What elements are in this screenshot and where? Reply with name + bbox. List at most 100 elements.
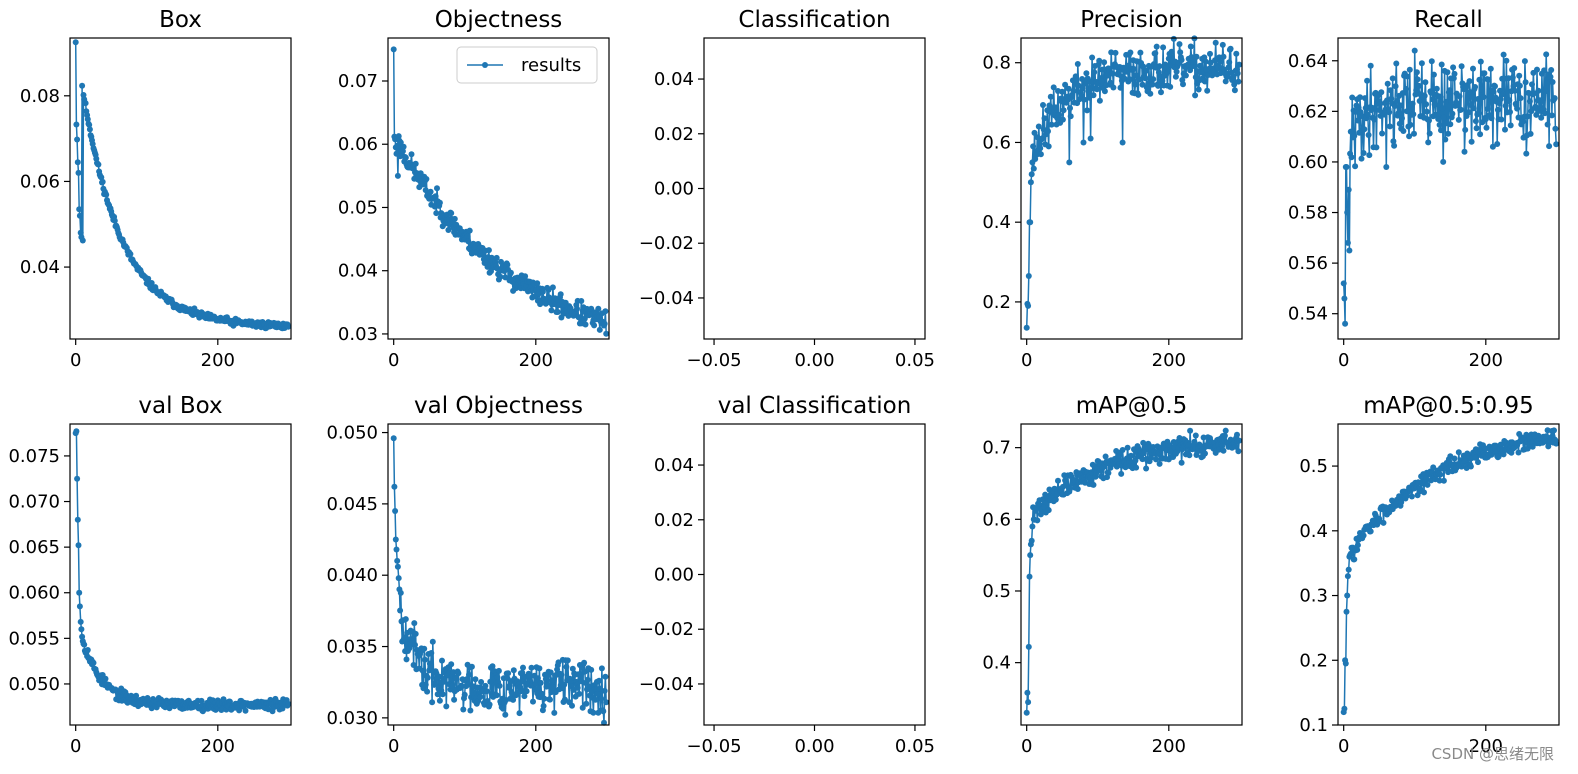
data-point [1430,71,1437,78]
data-point [1137,49,1144,56]
data-point [1105,470,1112,476]
y-tick-label: 0.045 [326,494,378,515]
y-tick-label: 0.02 [654,124,694,145]
data-point [540,703,547,709]
data-point [1343,608,1350,615]
data-point [394,172,401,179]
y-tick-label: 0.04 [654,69,694,90]
data-point [1027,219,1034,226]
data-point [1379,130,1386,137]
data-point [99,178,106,185]
data-point [429,638,436,645]
data-point [127,251,134,257]
data-point [1109,70,1116,77]
plot-title: Recall [1414,7,1483,33]
y-tick-label: 0.1 [1299,715,1328,736]
data-point [1187,427,1194,434]
data-point [1400,128,1407,134]
data-point [402,616,409,623]
data-point [1165,68,1172,75]
data-point [1489,143,1496,150]
data-point [1451,70,1458,77]
data-point [95,161,102,168]
data-point [497,273,504,280]
data-point [1354,542,1361,549]
data-point [588,666,595,673]
data-point [1060,107,1067,114]
y-tick-label: 0.4 [1299,521,1328,542]
data-point [477,694,484,700]
data-point [1509,74,1516,81]
data-point [443,703,450,710]
data-point [1222,427,1229,434]
data-point [1416,98,1423,104]
data-point [1388,95,1395,102]
data-point [1059,88,1066,95]
data-point [451,696,458,703]
data-point [1132,457,1139,464]
data-point [73,428,80,435]
data-point [478,679,485,685]
data-point [1364,77,1371,84]
y-tick-label: 0.5 [982,581,1011,602]
plot-title: val Box [138,393,222,419]
axes-frame [1337,37,1560,340]
x-tick-label: 0 [388,736,399,757]
data-point [400,143,407,150]
plot-title: val Objectness [414,393,583,419]
data-point [1142,446,1149,453]
data-point [592,696,599,703]
data-point [1396,120,1403,127]
subplot-val-box: val Box 0 200 0.050 0.055 0.060 0.065 0.070 0.07… [8,393,292,757]
data-point [530,698,536,705]
data-point [82,100,89,107]
data-point [495,667,502,674]
data-point [534,675,541,682]
data-point [1202,78,1208,85]
data-point [1515,449,1522,456]
data-point [1073,77,1080,84]
y-tick-label: 0.04 [338,261,378,282]
y-tick-label: 0.030 [326,708,378,729]
data-point [1475,96,1481,102]
data-point [494,674,501,681]
data-point [1341,705,1348,712]
data-point [79,82,86,89]
data-point [1429,96,1436,103]
data-point [596,326,603,333]
data-point [1155,82,1162,89]
data-point [1167,83,1174,90]
plot-title: Box [159,7,202,33]
data-point [1055,477,1061,484]
data-point [1107,79,1114,86]
data-point [1538,114,1545,121]
data-point [1035,123,1042,130]
data-point [483,688,490,695]
data-point [432,193,439,200]
data-point [1139,456,1146,463]
data-point [1200,434,1207,441]
data-point [423,176,430,182]
y-tick-label: −0.02 [639,233,694,254]
data-point [1514,105,1521,112]
data-point [1410,111,1417,118]
data-point [590,709,597,716]
y-tick-label: 0.64 [1288,51,1328,72]
data-point [487,678,494,685]
data-point [1168,48,1175,55]
data-point [1438,127,1444,134]
data-point [453,675,460,682]
data-point [1234,70,1241,77]
data-point [1487,93,1494,100]
x-tick-label: 200 [519,736,553,757]
data-point [510,696,517,703]
data-point [1344,573,1351,580]
data-point [285,323,292,330]
y-tick-label: 0.5 [1299,456,1328,477]
data-point [1470,65,1476,72]
plot-title: val Classification [718,393,912,419]
series-line [1025,430,1240,713]
data-point [564,657,571,664]
data-point [1394,98,1400,104]
data-point [1197,62,1204,69]
